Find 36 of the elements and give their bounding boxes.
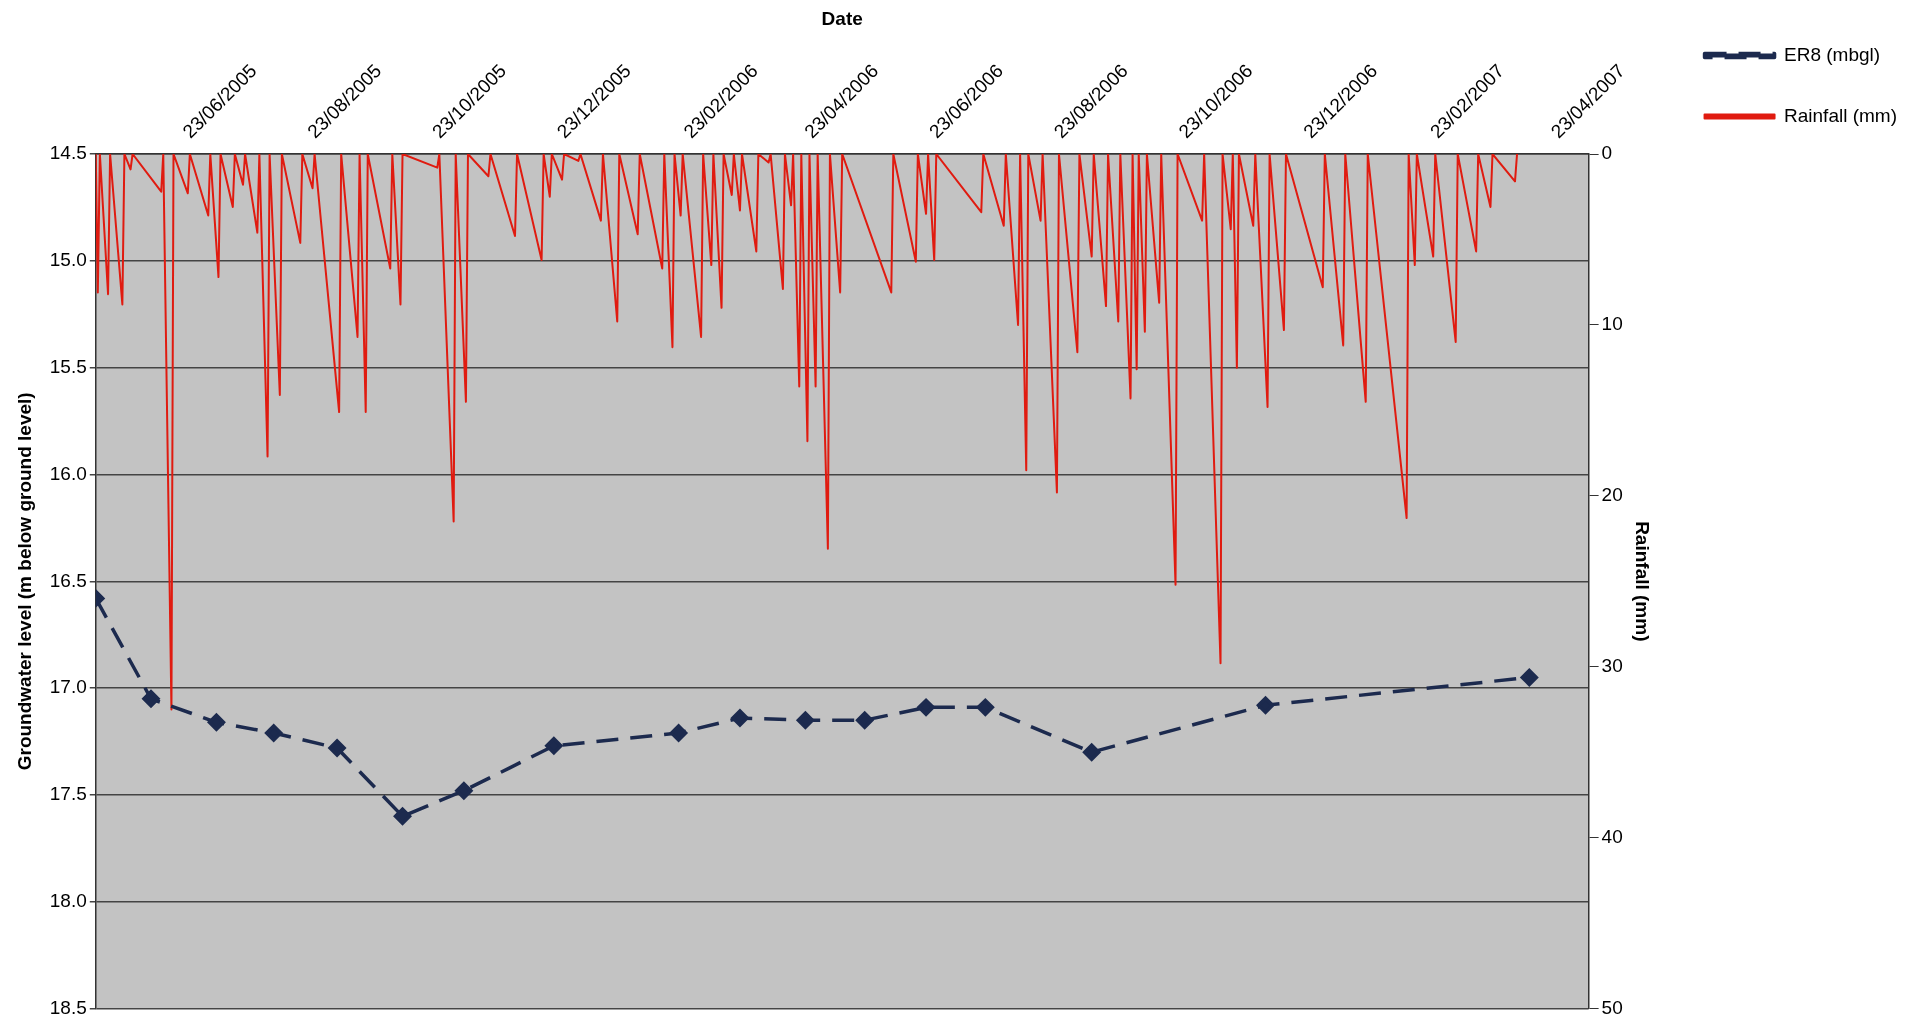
point: [1520, 668, 1539, 687]
point: [669, 724, 688, 742]
legend-label: Rainfall (mm): [1784, 104, 1897, 126]
y-tick-label: 17.0: [49, 676, 87, 698]
y-tick-label: 18.0: [49, 890, 87, 912]
y-tick-label: 16.5: [49, 569, 87, 591]
y2-tick-label: 50: [1601, 996, 1623, 1018]
y2-axis-title: Rainfall (mm): [1631, 521, 1653, 642]
y-tick-label: 16.0: [49, 462, 87, 484]
y-tick-label: 17.5: [49, 783, 87, 805]
y2-tick-label: 10: [1601, 313, 1623, 335]
y-tick-label: 15.5: [49, 355, 87, 377]
point: [731, 709, 749, 727]
point: [855, 711, 874, 729]
x-axis-title: Date: [821, 7, 863, 29]
point: [917, 698, 935, 717]
point: [393, 807, 412, 826]
y-tick-label: 18.5: [49, 996, 87, 1018]
y2-tick-label: 30: [1601, 654, 1623, 676]
y2-tick-label: 40: [1601, 825, 1623, 847]
y2-tick-label: 0: [1601, 142, 1613, 164]
legend-label: ER8 (mbgl): [1784, 43, 1881, 65]
point: [142, 690, 160, 708]
point: [328, 739, 346, 757]
y-tick-label: 14.5: [49, 142, 87, 164]
point: [545, 737, 563, 755]
point: [976, 698, 995, 717]
point: [796, 711, 815, 729]
point: [1082, 743, 1101, 761]
y2-tick-label: 20: [1601, 484, 1623, 506]
point: [264, 724, 283, 742]
point: [1256, 696, 1275, 714]
point: [207, 713, 226, 732]
y-tick-label: 15.0: [49, 249, 87, 271]
point: [455, 781, 473, 800]
y-axis-title: Groundwater level (m below ground level): [13, 392, 35, 771]
